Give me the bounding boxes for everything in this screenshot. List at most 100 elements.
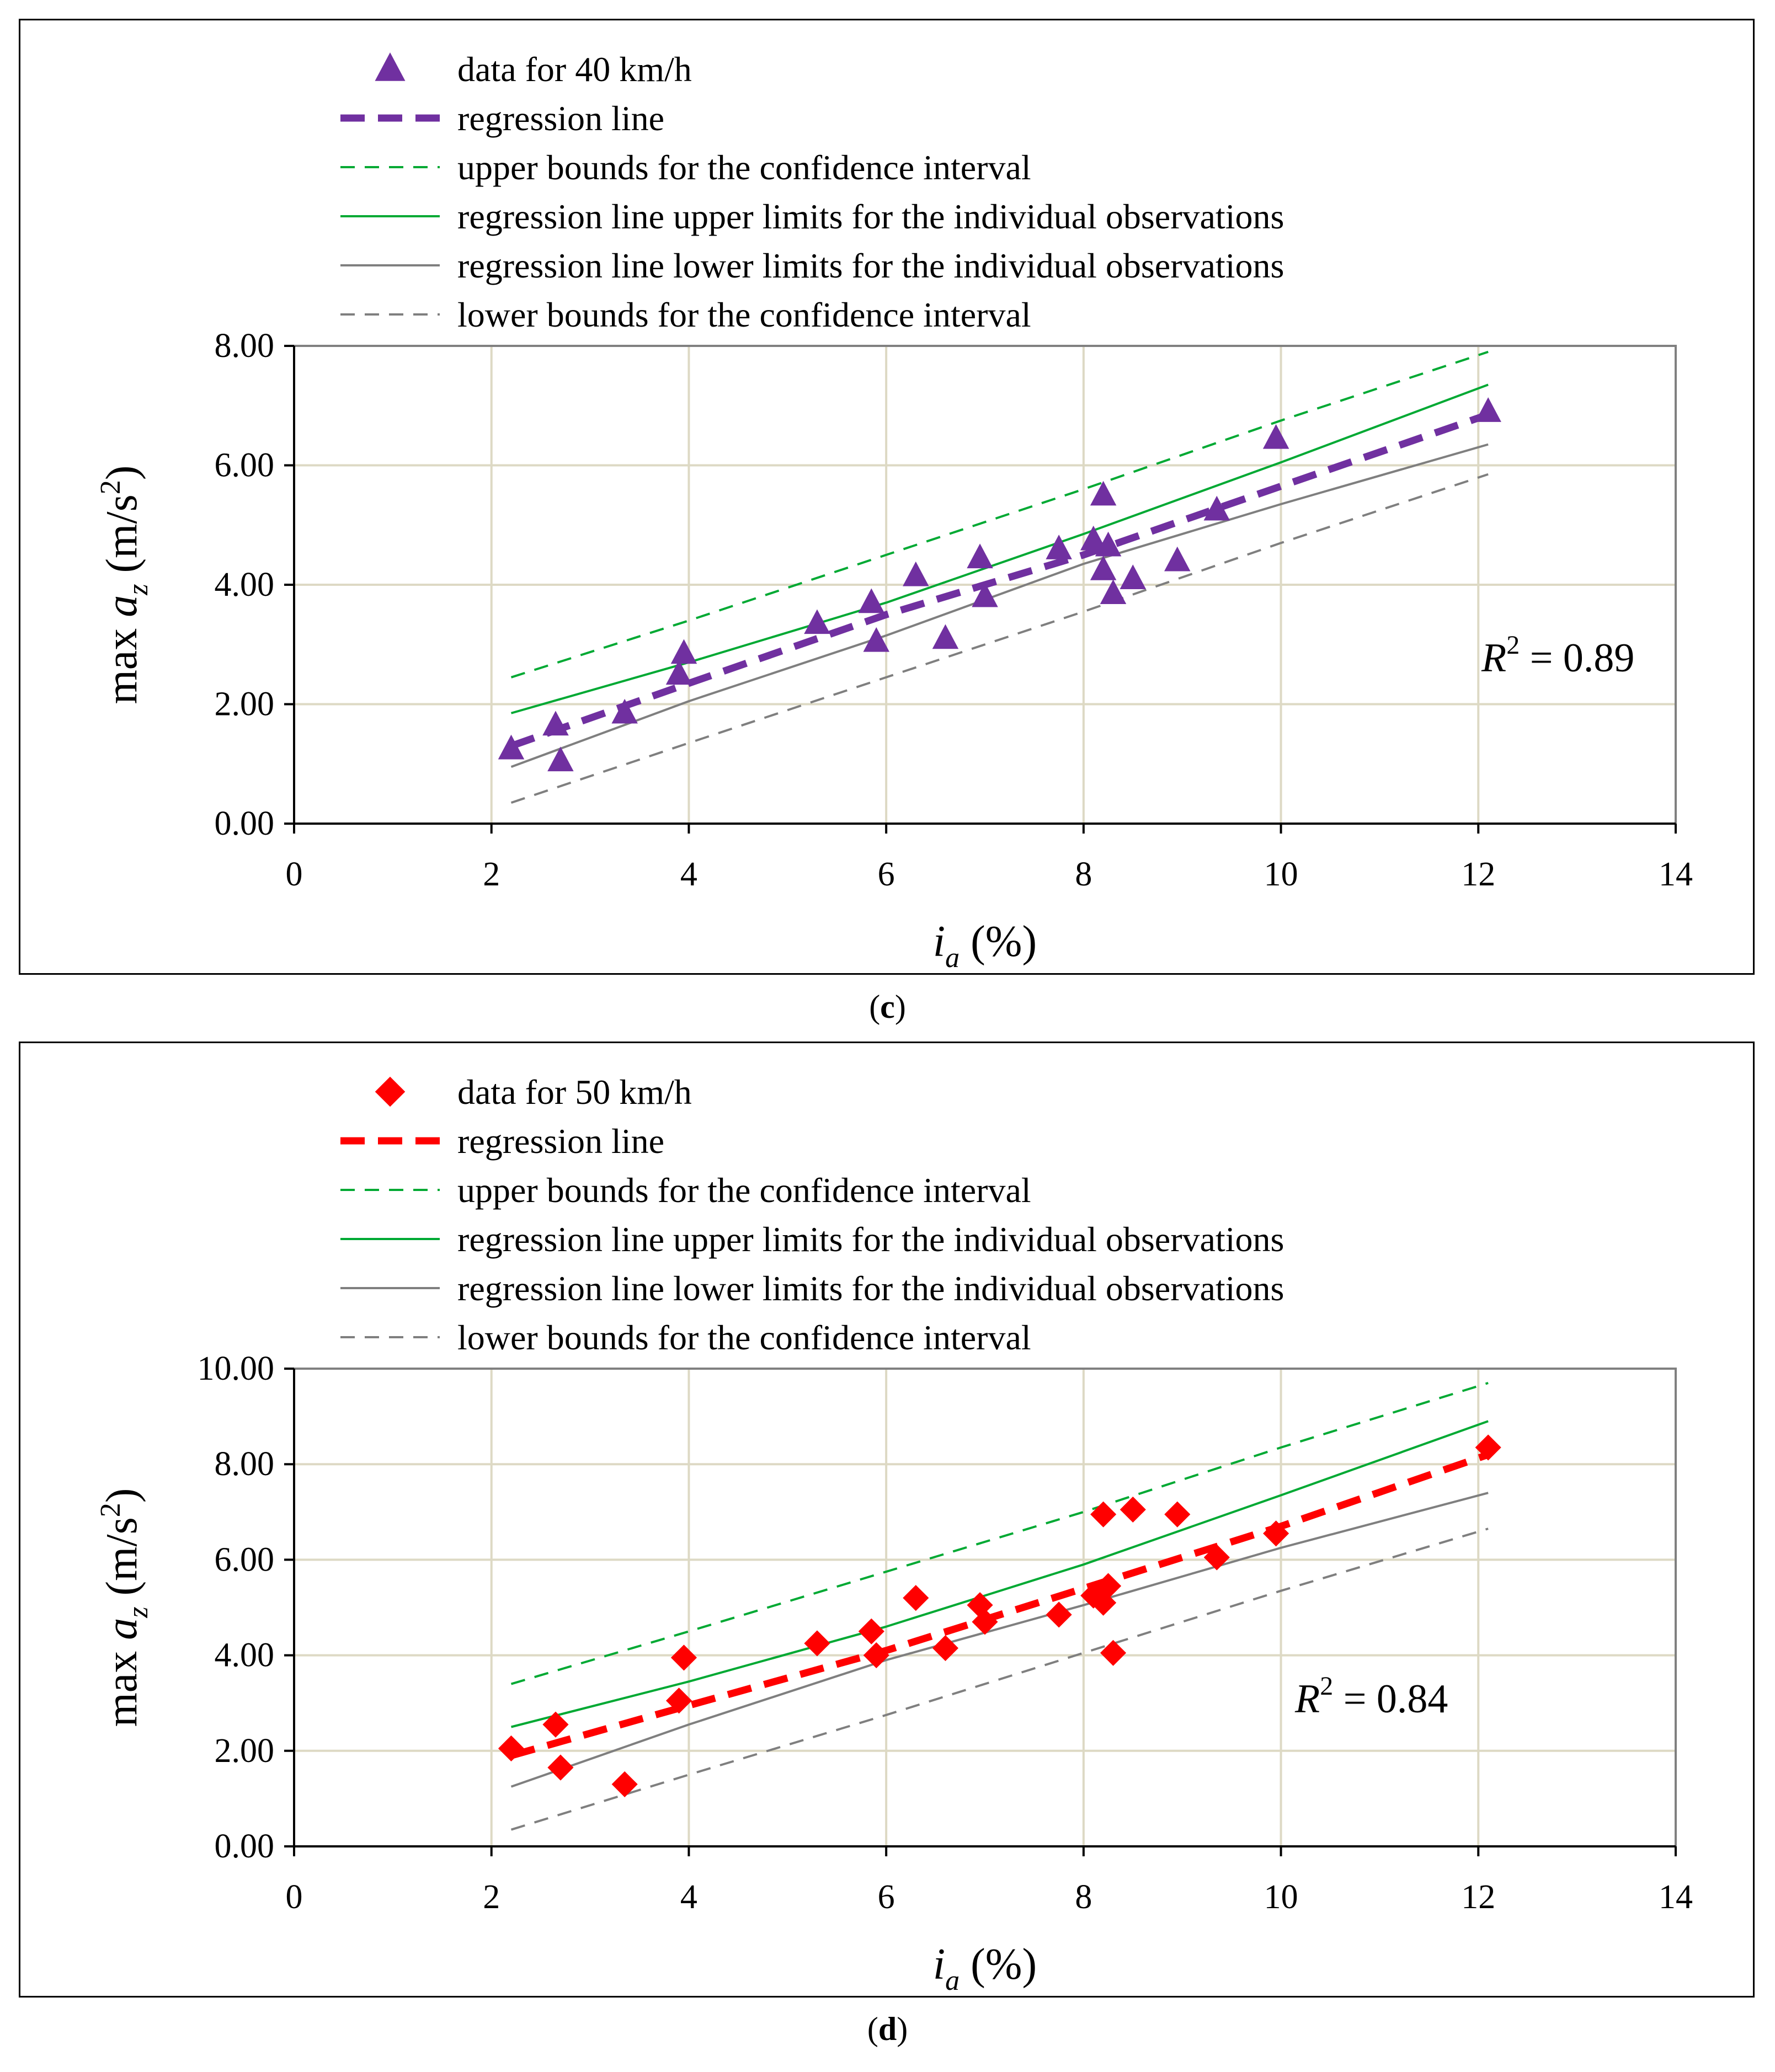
x-axis-title-variable: i [933,1940,945,1989]
chart-panel-c: 0 2 4 6 8 10 12 14 0.00 2.00 4.00 6.00 8.00 data for … [19,19,1755,975]
data-point [863,627,890,652]
r-squared-symbol: R [1481,636,1506,681]
data-point [1263,1520,1289,1547]
x-tick-label: 2 [483,856,500,893]
data-point [542,711,569,736]
x-tick-label: 12 [1461,1878,1495,1916]
y-axis-title-variable: a [98,1618,146,1640]
legend-label-piL: regression line lower limits for the ind… [457,1269,1284,1308]
x-axis-title-unit: (%) [960,917,1037,966]
x-tick-label: 0 [286,856,303,893]
series-line-ciL [510,1528,1489,1831]
legend-label-piU: regression line upper limits for the ind… [457,1220,1284,1259]
data-point [1046,535,1072,559]
data-point [547,746,574,772]
legend-label-data: data for 40 km/h [457,50,692,89]
chart-d: 0 2 4 6 8 10 12 14 0.00 2.00 4.00 6.00 8.00 10.00 data… [95,1072,1693,1996]
x-axis-title: ia (%) [933,1940,1037,1996]
series-line-ciU [510,350,1489,679]
data-point [498,734,525,760]
data-point [611,698,638,724]
y-axis-title-unit: (m/s [98,494,146,584]
series-line-piL [510,443,1489,768]
legend-label-ciL: lower bounds for the confidence interval [457,1318,1031,1357]
y-tick-label: 6.00 [215,1541,275,1578]
series-line-piU [510,1420,1489,1728]
y-axis-title-subscript: z [122,584,154,595]
data-point [1090,480,1117,506]
x-axis-title-variable: i [933,917,945,966]
data-point [972,1609,998,1635]
data-point [375,52,406,81]
x-axis-title: ia (%) [933,917,1037,973]
x-tick-label: 14 [1659,1878,1693,1916]
data-point [665,1687,692,1714]
legend-label-data: data for 50 km/h [457,1072,692,1112]
y-axis-title-prefix: max [98,1640,146,1727]
legend-label-reg: regression line [457,1122,664,1161]
y-tick-label: 2.00 [215,1732,275,1770]
r-squared-symbol: R [1294,1676,1320,1722]
x-tick-label: 6 [878,1878,895,1916]
y-tick-label: 8.00 [215,1445,275,1483]
y-tick-label: 8.00 [215,327,275,365]
data-point [611,1771,638,1797]
y-axis-title: max az (m/s2) [95,466,154,704]
x-tick-label: 0 [286,1878,303,1916]
data-point [932,1635,959,1662]
caption-c-label: c [880,989,895,1025]
x-tick-label: 2 [483,1878,500,1916]
x-tick-label: 12 [1461,856,1495,893]
series-line-ciL [510,473,1489,804]
r-squared-superscript: 2 [1506,631,1520,660]
y-tick-label: 4.00 [215,1637,275,1674]
data-point [1090,1501,1117,1528]
series-line-ciU [510,1382,1489,1685]
r-squared-annotation: R2 = 0.84 [1294,1672,1448,1722]
legend-label-ciL: lower bounds for the confidence interval [457,295,1031,334]
x-axis-title-subscript: a [945,942,960,973]
y-axis-title: max az (m/s2) [95,1488,154,1727]
chart-c: 0 2 4 6 8 10 12 14 0.00 2.00 4.00 6.00 8.00 data for … [95,50,1693,973]
data-point [1164,1501,1191,1528]
data-point [1090,556,1117,580]
data-point [1080,525,1107,551]
data-point [804,1630,830,1657]
data-point [1095,531,1122,557]
data-point [1262,424,1289,449]
data-point [903,1585,929,1611]
data-point [542,1711,569,1738]
x-tick-label: 8 [1075,856,1092,893]
data-point [1100,579,1127,605]
data-point [863,1642,889,1669]
x-tick-label: 6 [878,856,895,893]
data-point [375,1076,406,1107]
chart-panel-d: 0 2 4 6 8 10 12 14 0.00 2.00 4.00 6.00 8.00 10.00 data… [19,1042,1755,1998]
y-tick-label: 10.00 [198,1350,275,1387]
x-tick-label: 14 [1659,856,1693,893]
data-point [665,660,692,685]
data-point [1475,397,1501,422]
data-point [498,1735,525,1762]
legend-label-piL: regression line lower limits for the ind… [457,246,1284,285]
x-axis-title-unit: (%) [960,1940,1037,1989]
r-squared-annotation: R2 = 0.89 [1481,631,1634,681]
data-point [547,1754,574,1781]
r-squared-value: = 0.89 [1520,636,1634,681]
legend-label-ciU: upper bounds for the confidence interval [457,1171,1031,1210]
data-point [804,609,830,634]
y-axis-title-unit-superscript: 2 [95,1503,126,1517]
data-point [1203,495,1230,521]
x-tick-label: 8 [1075,1878,1092,1916]
caption-c: (c) [869,989,906,1025]
legend-label-piU: regression line upper limits for the ind… [457,197,1284,236]
data-point [972,582,998,607]
y-axis-title-unit-superscript: 2 [95,480,126,494]
data-point [1046,1601,1072,1628]
data-point [1164,546,1191,572]
series-line-piU [510,383,1489,714]
x-tick-label: 10 [1264,1878,1298,1916]
legend-label-ciU: upper bounds for the confidence interval [457,148,1031,187]
x-tick-label: 4 [680,856,697,893]
data-point [1090,1589,1117,1616]
